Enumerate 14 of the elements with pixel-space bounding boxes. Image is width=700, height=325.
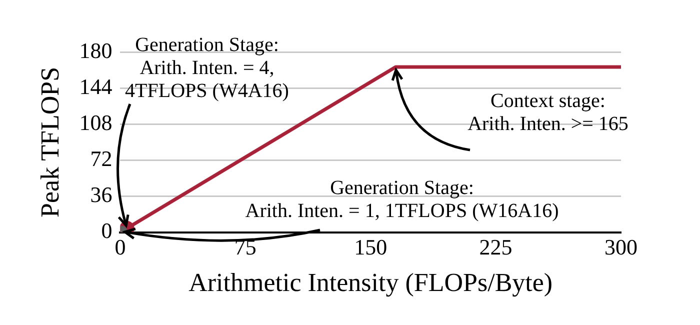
y-tick-label: 108 [79,110,112,135]
x-tick-label: 225 [479,234,512,260]
annotation: Context stage: Arith. Inten. >= 165 [468,90,628,136]
annotation: Generation Stage: Arith. Inten. = 4, 4TFLOPS (W4A16) [125,34,289,102]
y-axis-title: Peak TFLOPS [35,66,64,218]
y-tick-label: 0 [101,218,112,244]
y-tick-label: 144 [79,74,112,99]
x-axis-title: Arithmetic Intensity (FLOPs/Byte) [188,268,553,298]
x-tick-label: 300 [604,234,638,260]
y-tick-label: 72 [90,146,112,172]
y-tick-label: 36 [90,182,112,208]
annotation: Generation Stage: Arith. Inten. = 1, 1TFLOPS (W16A16) [245,177,559,223]
x-tick-label: 150 [354,234,388,260]
y-tick-label: 180 [79,38,112,63]
